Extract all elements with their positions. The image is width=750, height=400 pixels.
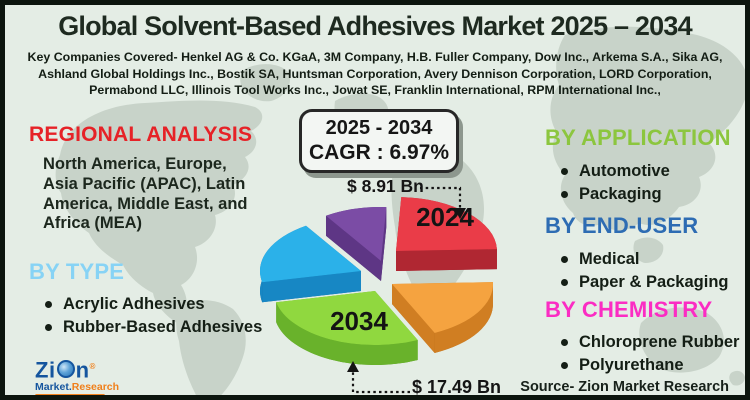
map-australia (639, 307, 724, 373)
key-companies-text: Key Companies Covered- Henkel AG & Co. K… (27, 50, 723, 98)
logo-underline (35, 394, 105, 395)
list-item: Rubber-Based Adhesives (41, 316, 262, 339)
orange-slice-rim (434, 282, 493, 353)
by-application-heading: BY APPLICATION (545, 125, 731, 150)
map-south-america (176, 300, 246, 395)
by-end-user-heading: BY END-USER (545, 213, 699, 238)
map-new-zealand (729, 370, 745, 386)
annotation-line-2024-arrowhead (454, 208, 466, 219)
logo-text: n (75, 357, 90, 383)
orange-slice-wall (392, 284, 435, 353)
by-chemistry-list: Chloroprene Rubber Polyurethane (557, 331, 739, 377)
list-item: Packaging (557, 183, 670, 206)
zion-logo: Zi n® Market.Research (35, 357, 120, 395)
green-slice-rim (276, 302, 418, 365)
list-item: Acrylic Adhesives (41, 293, 262, 316)
blue-slice-wall (262, 271, 361, 303)
blue-slice-top (260, 225, 361, 283)
red-slice-wall (396, 249, 497, 271)
annotation-line-2034 (351, 372, 410, 394)
by-chemistry-heading: BY CHEMISTRY (545, 297, 713, 322)
regional-analysis-heading: REGIONAL ANALYSIS (29, 123, 253, 146)
green-slice-top (276, 291, 418, 345)
by-application-list: Automotive Packaging (557, 160, 670, 206)
list-item: Automotive (557, 160, 670, 183)
map-north-america (55, 100, 263, 323)
purple-slice-wall (381, 207, 387, 281)
value-2024-annotation: $ 8.91 Bn (347, 176, 424, 196)
red-slice-top (396, 197, 497, 251)
cagr-period: 2025 - 2034 (325, 117, 433, 139)
by-end-user-list: Medical Paper & Packaging (557, 248, 728, 294)
zion-logo-wordmark: Zi n® (35, 357, 115, 383)
list-item: Polyurethane (557, 354, 739, 377)
market-pie-chart: 2024 2034 (260, 186, 497, 394)
annotation-line-2034-arrowhead (347, 361, 359, 372)
source-credit: Source- Zion Market Research (520, 379, 729, 395)
orange-slice-top (392, 282, 493, 333)
list-item: Paper & Packaging (557, 271, 728, 294)
globe-icon (56, 360, 75, 379)
by-type-list: Acrylic Adhesives Rubber-Based Adhesives (41, 293, 262, 339)
by-type-heading: BY TYPE (29, 259, 125, 284)
zion-logo-tagline: Market.Research (35, 381, 120, 394)
list-item: Chloroprene Rubber (557, 331, 739, 354)
purple-slice-top (325, 207, 387, 261)
logo-text: Zi (35, 357, 56, 383)
map-asia (550, 26, 745, 231)
page-title: Global Solvent-Based Adhesives Market 20… (58, 11, 692, 41)
regional-analysis-body: North America, Europe, Asia Pacific (APA… (43, 155, 248, 233)
registered-mark: ® (89, 362, 96, 371)
purple-slice-wall (325, 215, 381, 281)
slice-year-label: 2024 (416, 202, 474, 232)
map-greenland (240, 64, 291, 102)
map-southeast-asia (633, 237, 664, 263)
cagr-value: CAGR : 6.97% (308, 141, 450, 164)
cagr-callout-box: 2025 - 2034 CAGR : 6.97% (299, 109, 459, 173)
value-2034-annotation: $ 17.49 Bn (412, 377, 502, 397)
slice-year-label: 2034 (330, 306, 388, 336)
list-item: Medical (557, 248, 728, 271)
annotation-line-2024 (420, 186, 462, 210)
